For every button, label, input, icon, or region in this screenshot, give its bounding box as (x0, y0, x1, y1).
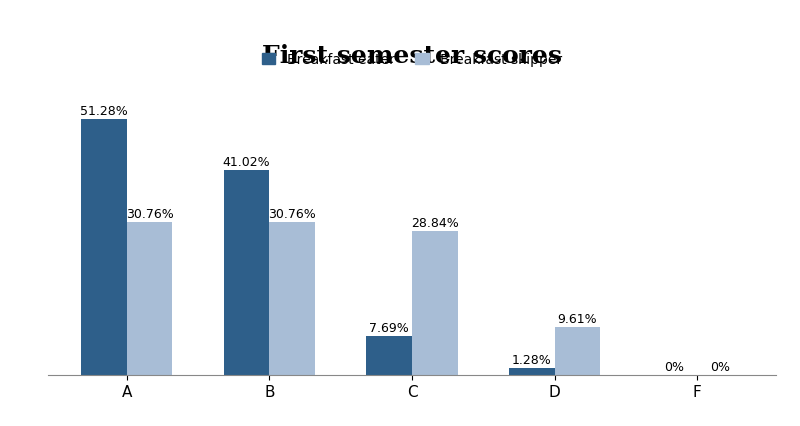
Text: 30.76%: 30.76% (268, 207, 316, 220)
Bar (412, 232, 458, 375)
Text: 9.61%: 9.61% (558, 312, 598, 325)
Text: 41.02%: 41.02% (222, 156, 270, 169)
Title: First semester scores: First semester scores (262, 44, 562, 68)
Text: 28.84%: 28.84% (411, 216, 458, 230)
Text: 51.28%: 51.28% (80, 105, 128, 118)
Bar (81, 120, 126, 375)
Bar (366, 337, 412, 375)
Bar (126, 222, 172, 375)
Text: 0%: 0% (665, 360, 685, 373)
Text: 7.69%: 7.69% (370, 322, 409, 335)
Text: 0%: 0% (710, 360, 730, 373)
Legend: Breakfast eater, Breakfast skipper: Breakfast eater, Breakfast skipper (256, 48, 568, 73)
Bar (224, 171, 270, 375)
Bar (554, 327, 600, 375)
Bar (270, 222, 315, 375)
Text: 30.76%: 30.76% (126, 207, 174, 220)
Bar (509, 368, 554, 375)
Text: 1.28%: 1.28% (512, 354, 552, 366)
